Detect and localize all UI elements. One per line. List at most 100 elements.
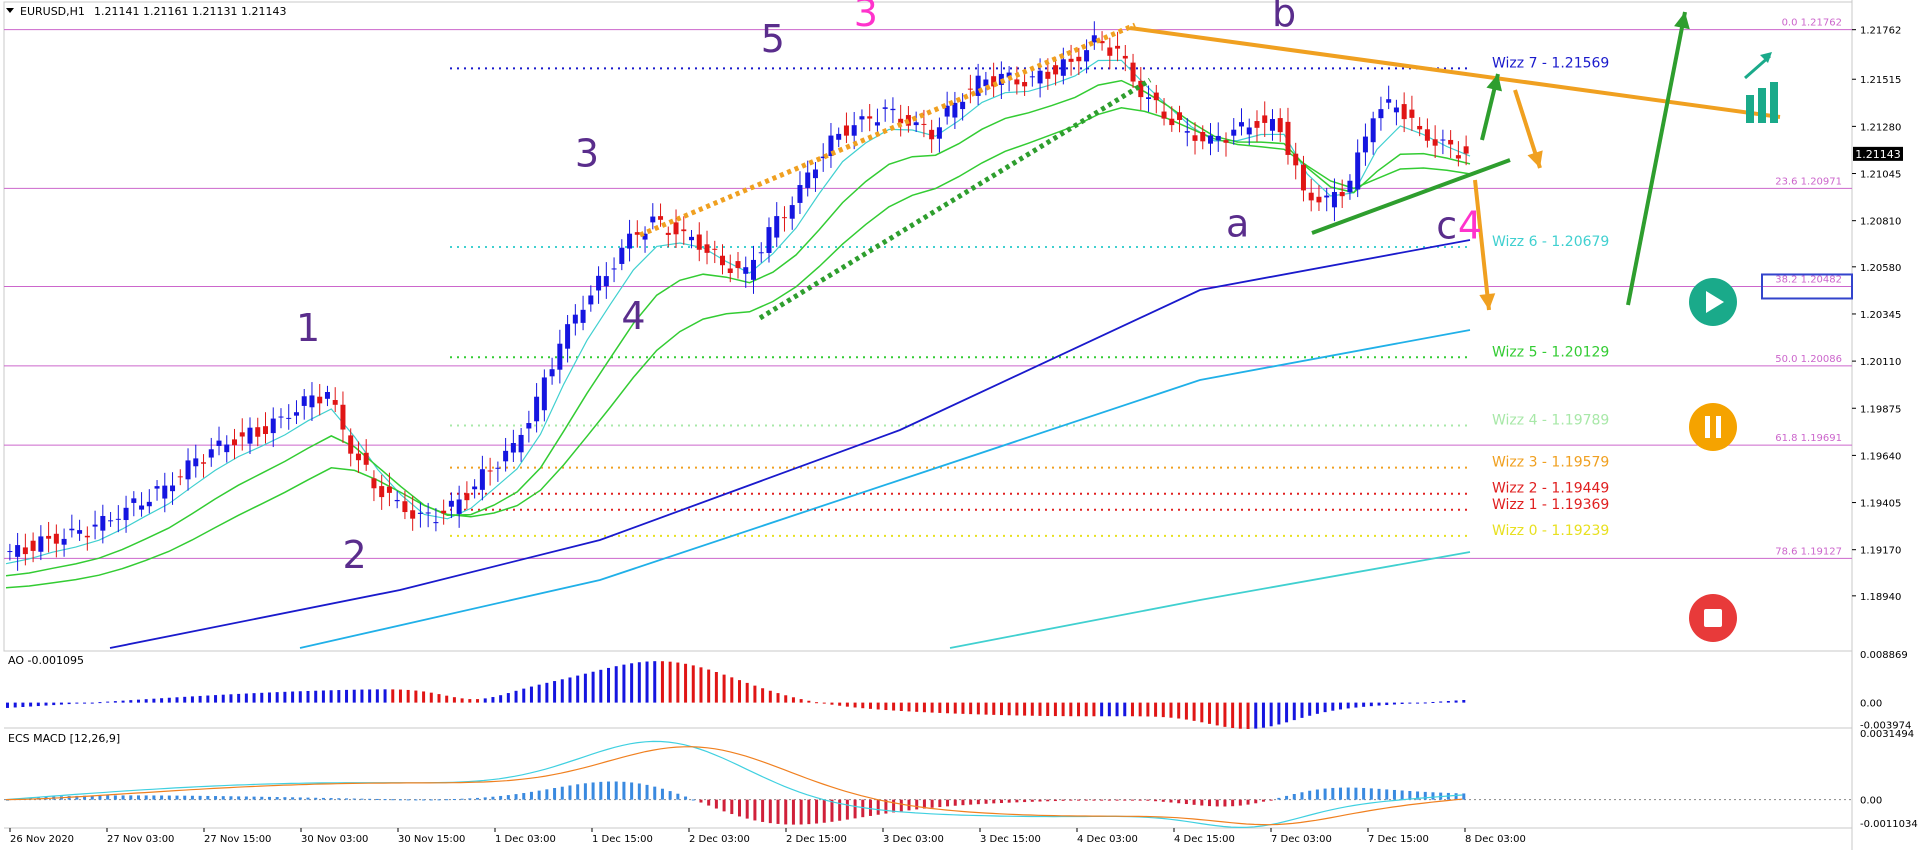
candle — [557, 343, 563, 370]
candle — [255, 427, 261, 437]
candle — [247, 427, 253, 444]
macd-hist-bar — [1431, 792, 1435, 800]
ao-bar — [568, 677, 572, 703]
ao-bar — [1192, 702, 1196, 721]
candles — [7, 21, 1469, 571]
ao-bar — [1115, 702, 1119, 717]
macd-hist-bar — [136, 795, 140, 800]
ao-bar — [406, 689, 410, 703]
macd-hist-bar — [1331, 787, 1335, 800]
macd-hist-bar — [1184, 799, 1188, 805]
macd-hist-bar — [1123, 799, 1127, 801]
price-tick-label: 1.19170 — [1860, 546, 1901, 557]
candle — [797, 185, 803, 203]
play-button[interactable] — [1689, 278, 1737, 326]
ao-bar — [1223, 702, 1227, 727]
candle — [154, 486, 160, 489]
ao-bar — [637, 662, 641, 703]
candle — [828, 135, 834, 157]
candle — [317, 396, 323, 404]
candle — [309, 395, 315, 408]
channel-top-line — [639, 22, 1136, 238]
macd-hist-bar — [938, 799, 942, 808]
ao-bar — [738, 680, 741, 703]
candle — [224, 444, 230, 453]
candle — [425, 512, 431, 514]
ao-bar — [183, 696, 187, 703]
macd-hist-bar — [684, 796, 688, 800]
candle — [7, 551, 13, 553]
current-price-label: 1.21143 — [1855, 148, 1901, 161]
ao-bar — [337, 690, 341, 703]
ao-bar — [98, 702, 102, 704]
macd-hist-bar — [1092, 799, 1096, 801]
candle — [324, 392, 330, 399]
macd-title: ECS MACD [12,26,9] — [8, 732, 120, 745]
macd-hist-bar — [1208, 799, 1212, 807]
candle — [836, 133, 842, 140]
candle — [1293, 153, 1299, 166]
macd-hist-bar — [560, 786, 564, 800]
candle — [22, 547, 28, 555]
macd-hist-bar — [244, 796, 248, 800]
ao-bar — [252, 693, 256, 703]
ao-bar — [930, 702, 934, 713]
macd-tick-label: 0.0031494 — [1860, 729, 1914, 740]
macd-hist-bar — [291, 797, 295, 800]
collapse-triangle-icon[interactable] — [6, 8, 14, 13]
ao-bar — [1354, 702, 1358, 708]
macd-hist-bar — [853, 799, 857, 819]
candle — [1409, 109, 1415, 118]
candle — [1231, 129, 1237, 136]
price-tick-label: 1.19405 — [1860, 499, 1901, 510]
ao-bar — [799, 699, 803, 703]
ao-bar — [244, 693, 248, 703]
ao-bar — [1061, 702, 1065, 717]
ao-bar — [576, 675, 580, 703]
ao-bar — [275, 692, 279, 703]
price-tick-label: 1.21045 — [1860, 170, 1901, 181]
ao-bar — [1030, 702, 1034, 716]
candle — [1440, 139, 1446, 141]
macd-hist-bar — [1030, 799, 1034, 802]
candle — [177, 476, 183, 478]
candle — [386, 486, 392, 493]
macd-hist-bar — [1007, 799, 1011, 803]
macd-hist-bar — [275, 797, 279, 800]
ao-bar — [468, 699, 472, 703]
stop-button[interactable] — [1689, 594, 1737, 642]
candle — [1262, 115, 1268, 123]
macd-hist-bar — [298, 797, 302, 800]
macd-hist-bar — [845, 799, 849, 820]
ao-bar — [1069, 702, 1073, 717]
macd-hist-bar — [514, 794, 518, 800]
candle — [518, 434, 524, 453]
ao-bar — [1392, 702, 1396, 705]
ao-bar — [838, 702, 842, 706]
ao-bar — [529, 686, 533, 703]
macd-hist-bar — [999, 799, 1003, 804]
macd-hist-bar — [799, 799, 803, 825]
ao-bar — [599, 669, 603, 703]
ao-bar — [714, 672, 718, 703]
ao-bar — [583, 673, 587, 703]
candle — [975, 75, 981, 96]
macd-hist-bar — [899, 799, 903, 812]
macd-hist-bar — [1269, 799, 1273, 801]
candle — [812, 169, 818, 179]
ao-bar — [499, 695, 503, 703]
ao-bar — [329, 690, 333, 703]
ao-bar — [1100, 702, 1104, 717]
candle — [472, 486, 478, 490]
macd-hist-bar — [591, 782, 595, 800]
ao-bar — [761, 688, 765, 703]
candle — [735, 261, 741, 269]
candle — [53, 533, 59, 544]
pause-button[interactable] — [1689, 403, 1737, 451]
macd-tick-label: -0.0011034 — [1860, 819, 1918, 830]
price-tick-label: 1.20580 — [1860, 263, 1901, 274]
wizz-label: Wizz 3 - 1.19579 — [1492, 455, 1609, 471]
candle — [1269, 119, 1275, 131]
macd-hist-bar — [599, 781, 603, 800]
highlight-box — [1761, 273, 1853, 300]
